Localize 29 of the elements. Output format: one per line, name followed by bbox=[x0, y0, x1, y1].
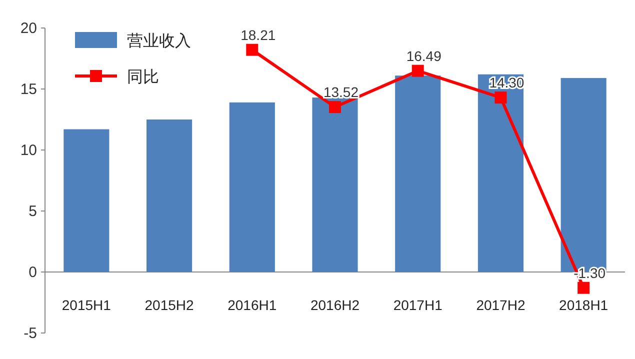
point bbox=[494, 92, 507, 104]
x-tick-label: 2015H1 bbox=[62, 297, 112, 313]
point bbox=[412, 64, 424, 77]
x-tick-label: 2018H1 bbox=[559, 297, 608, 313]
data-label: 16.49 bbox=[406, 48, 442, 64]
x-tick-label: 2017H2 bbox=[476, 297, 526, 313]
y-tick-label: 10 bbox=[20, 142, 37, 159]
bar bbox=[395, 76, 441, 272]
bar bbox=[478, 74, 524, 272]
bar bbox=[146, 120, 192, 272]
y-tick-label: 15 bbox=[20, 81, 37, 98]
legend-label: 同比 bbox=[127, 68, 159, 86]
y-tick-label: 5 bbox=[28, 203, 37, 220]
bar bbox=[312, 98, 358, 272]
data-label: 13.52 bbox=[323, 84, 359, 100]
bar bbox=[229, 102, 275, 272]
point bbox=[246, 44, 258, 56]
y-tick-label: 20 bbox=[20, 20, 37, 37]
point bbox=[578, 282, 590, 294]
x-tick-label: 2016H2 bbox=[310, 297, 360, 313]
legend-label: 营业收入 bbox=[127, 32, 191, 50]
x-tick-label: 2016H1 bbox=[228, 297, 277, 313]
bar bbox=[64, 129, 110, 272]
y-tick-label: -5 bbox=[24, 325, 37, 342]
x-tick-label: 2017H1 bbox=[393, 297, 443, 313]
x-tick-label: 2015H2 bbox=[144, 297, 194, 313]
point bbox=[329, 101, 341, 114]
y-tick-label: 0 bbox=[28, 264, 37, 281]
data-label: 18.21 bbox=[240, 26, 276, 43]
